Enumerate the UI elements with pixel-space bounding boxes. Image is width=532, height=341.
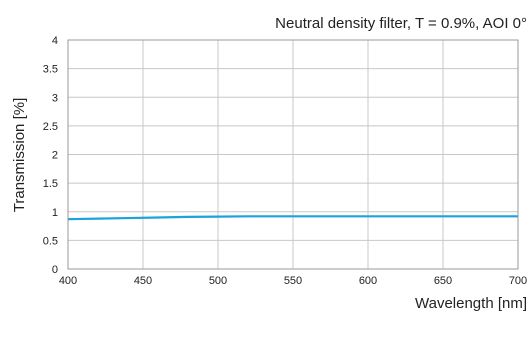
chart-title: Neutral density filter, T = 0.9%, AOI 0° xyxy=(275,15,527,32)
y-tick-label: 0.5 xyxy=(43,235,58,247)
x-tick-label: 550 xyxy=(284,275,302,287)
tick-labels: 400 450 500 550 600 650 700 0 0.5 1 1.5 2 2.5 3 3.5 4 xyxy=(43,35,527,287)
y-axis-label: Transmission [%] xyxy=(11,98,28,212)
y-tick-label: 3.5 xyxy=(43,64,58,76)
series-layer xyxy=(67,215,518,221)
y-tick-label: 4 xyxy=(52,35,58,47)
x-tick-label: 650 xyxy=(434,275,452,287)
transmission-series-line xyxy=(67,215,518,221)
x-tick-label: 600 xyxy=(359,275,377,287)
y-tick-label: 2 xyxy=(52,150,58,162)
y-tick-label: 1 xyxy=(52,207,58,219)
x-tick-label: 500 xyxy=(209,275,227,287)
grid xyxy=(67,39,519,270)
y-tick-label: 3 xyxy=(52,92,58,104)
y-tick-label: 0 xyxy=(52,264,58,276)
x-tick-label: 400 xyxy=(59,275,77,287)
x-tick-label: 450 xyxy=(134,275,152,287)
plot-frame xyxy=(67,39,519,270)
x-axis-label: Wavelength [nm] xyxy=(415,295,527,312)
y-tick-label: 1.5 xyxy=(43,178,58,190)
x-tick-label: 700 xyxy=(509,275,527,287)
y-tick-label: 2.5 xyxy=(43,121,58,133)
